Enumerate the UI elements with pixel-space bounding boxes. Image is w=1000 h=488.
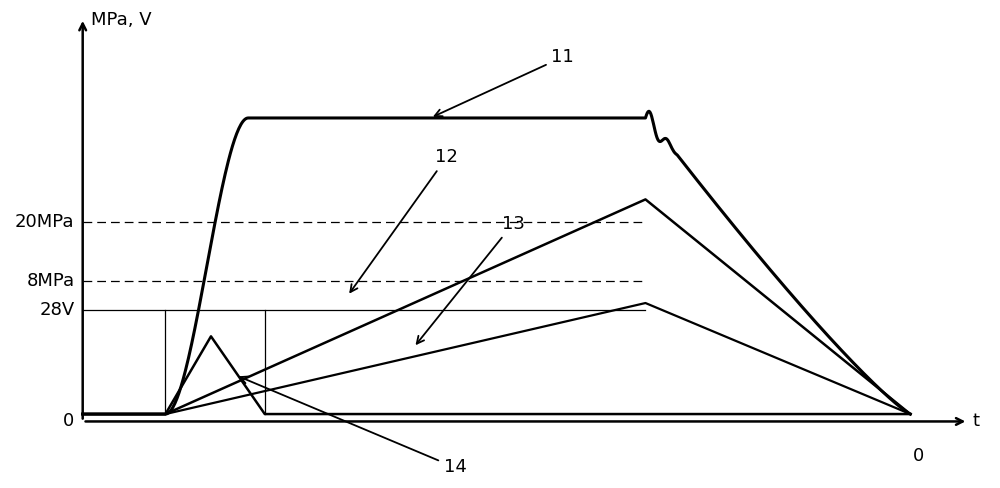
Text: t: t xyxy=(972,412,979,430)
Text: 13: 13 xyxy=(417,215,524,344)
Text: 12: 12 xyxy=(350,148,458,292)
Text: 8MPa: 8MPa xyxy=(26,272,74,290)
Text: 0: 0 xyxy=(63,412,74,430)
Text: 11: 11 xyxy=(435,48,574,116)
Text: MPa, V: MPa, V xyxy=(91,11,152,29)
Text: 0: 0 xyxy=(913,447,924,466)
Text: 14: 14 xyxy=(240,377,467,476)
Text: 20MPa: 20MPa xyxy=(15,213,74,231)
Text: 28V: 28V xyxy=(39,302,74,320)
